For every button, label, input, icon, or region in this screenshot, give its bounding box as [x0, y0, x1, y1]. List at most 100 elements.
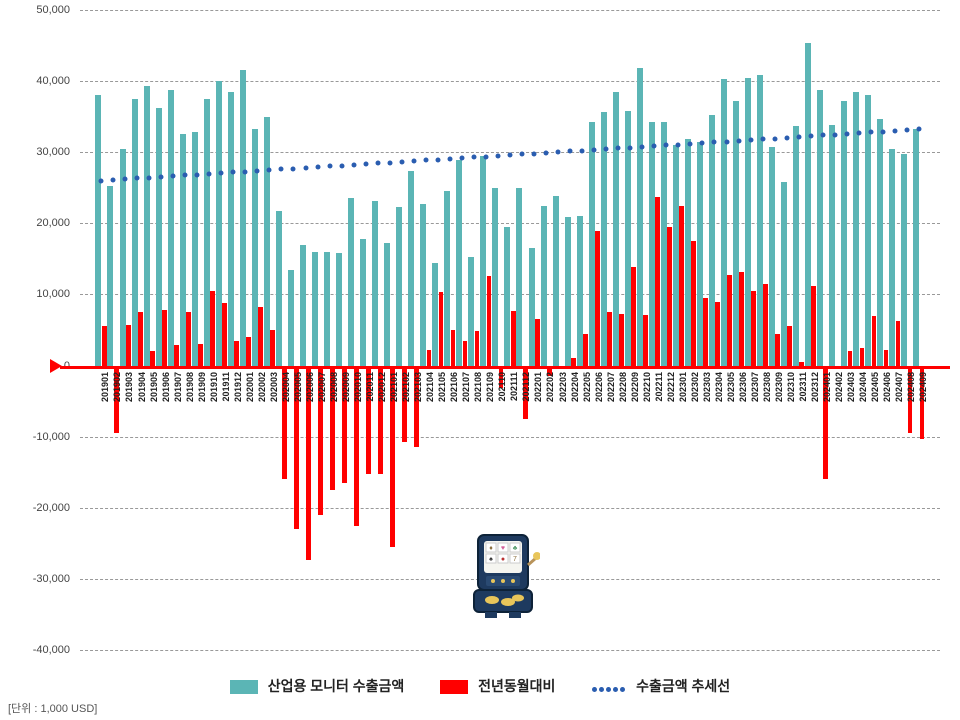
bar-group: [324, 10, 336, 650]
export-bar: [432, 263, 438, 365]
bar-group: [901, 10, 913, 650]
trend-dot: [123, 177, 128, 182]
bar-group: [708, 10, 720, 650]
bar-group: [131, 10, 143, 650]
bar-group: [360, 10, 372, 650]
bar-group: [793, 10, 805, 650]
export-bar: [204, 99, 210, 366]
trend-dot: [904, 128, 909, 133]
y-axis-label: 40,000: [10, 75, 70, 87]
bar-group: [660, 10, 672, 650]
trend-dot: [868, 130, 873, 135]
trend-dot: [712, 140, 717, 145]
trend-dot: [784, 135, 789, 140]
export-bar: [769, 147, 775, 366]
yoy-bar: [619, 314, 624, 365]
bar-group: [456, 10, 468, 650]
y-axis-label: 20,000: [10, 217, 70, 229]
export-bar: [745, 78, 751, 366]
trend-dot: [808, 134, 813, 139]
trend-dot: [796, 134, 801, 139]
yoy-bar: [511, 311, 516, 366]
yoy-bar: [896, 321, 901, 366]
bar-group: [877, 10, 889, 650]
trend-dot: [616, 146, 621, 151]
export-bar: [456, 160, 462, 366]
export-bar: [264, 117, 270, 366]
export-bar: [348, 198, 354, 365]
export-bar: [360, 239, 366, 366]
trend-dot: [363, 162, 368, 167]
bar-group: [552, 10, 564, 650]
svg-text:♦: ♦: [489, 545, 493, 552]
trend-dot: [520, 152, 525, 157]
trend-dot: [291, 166, 296, 171]
trend-dot: [459, 156, 464, 161]
bar-group: [889, 10, 901, 650]
export-bar: [420, 204, 426, 365]
legend-item-trend: 수출금액 추세선: [591, 676, 730, 696]
yoy-bar: [848, 351, 853, 366]
yoy-bar: [884, 350, 889, 366]
trend-dot: [111, 177, 116, 182]
bar-group: [612, 10, 624, 650]
export-bar: [841, 101, 847, 366]
yoy-bar: [691, 241, 696, 365]
yoy-bar: [643, 315, 648, 365]
export-bar: [252, 129, 258, 365]
export-bar: [132, 99, 138, 366]
trend-dot: [580, 148, 585, 153]
bar-group: [179, 10, 191, 650]
export-bar: [276, 211, 282, 365]
export-bar: [565, 217, 571, 366]
export-bar: [95, 95, 101, 365]
trend-dot: [315, 165, 320, 170]
export-bar: [480, 156, 486, 366]
export-bar: [793, 126, 799, 366]
export-bar: [889, 149, 895, 366]
bar-group: [745, 10, 757, 650]
bar-group: [805, 10, 817, 650]
trend-dot: [892, 128, 897, 133]
export-bar: [144, 86, 150, 365]
bar-group: [841, 10, 853, 650]
export-bar: [384, 243, 390, 365]
yoy-bar: [439, 292, 444, 365]
export-bar: [107, 186, 113, 365]
bar-group: [696, 10, 708, 650]
bar-group: [312, 10, 324, 650]
yoy-bar: [198, 344, 203, 365]
trend-dot: [279, 167, 284, 172]
bar-group: [576, 10, 588, 650]
yoy-bar: [463, 341, 468, 366]
bar-group: [227, 10, 239, 650]
legend-label-yoy: 전년동월대비: [478, 678, 555, 694]
export-bar: [240, 70, 246, 365]
yoy-bar: [571, 358, 576, 366]
export-bar: [216, 81, 222, 365]
bar-group: [191, 10, 203, 650]
export-bar: [865, 95, 871, 365]
trend-dot: [880, 129, 885, 134]
export-bar: [781, 182, 787, 365]
yoy-bar: [655, 197, 660, 366]
svg-text:♥: ♥: [501, 545, 505, 552]
bar-group: [829, 10, 841, 650]
export-bar: [529, 248, 535, 365]
bar-group: [348, 10, 360, 650]
bar-group: [432, 10, 444, 650]
yoy-bar: [751, 291, 756, 366]
legend-swatch-yoy: [440, 680, 468, 694]
trend-dot: [435, 157, 440, 162]
bar-group: [215, 10, 227, 650]
yoy-bar: [763, 284, 768, 366]
export-bar: [637, 68, 643, 365]
bar-group: [817, 10, 829, 650]
y-axis-label: -10,000: [10, 431, 70, 443]
y-axis-label: 30,000: [10, 146, 70, 158]
export-bar: [372, 201, 378, 365]
trend-dot: [652, 144, 657, 149]
export-bar: [613, 92, 619, 366]
yoy-bar: [150, 351, 155, 365]
unit-label: [단위 : 1,000 USD]: [8, 700, 97, 716]
